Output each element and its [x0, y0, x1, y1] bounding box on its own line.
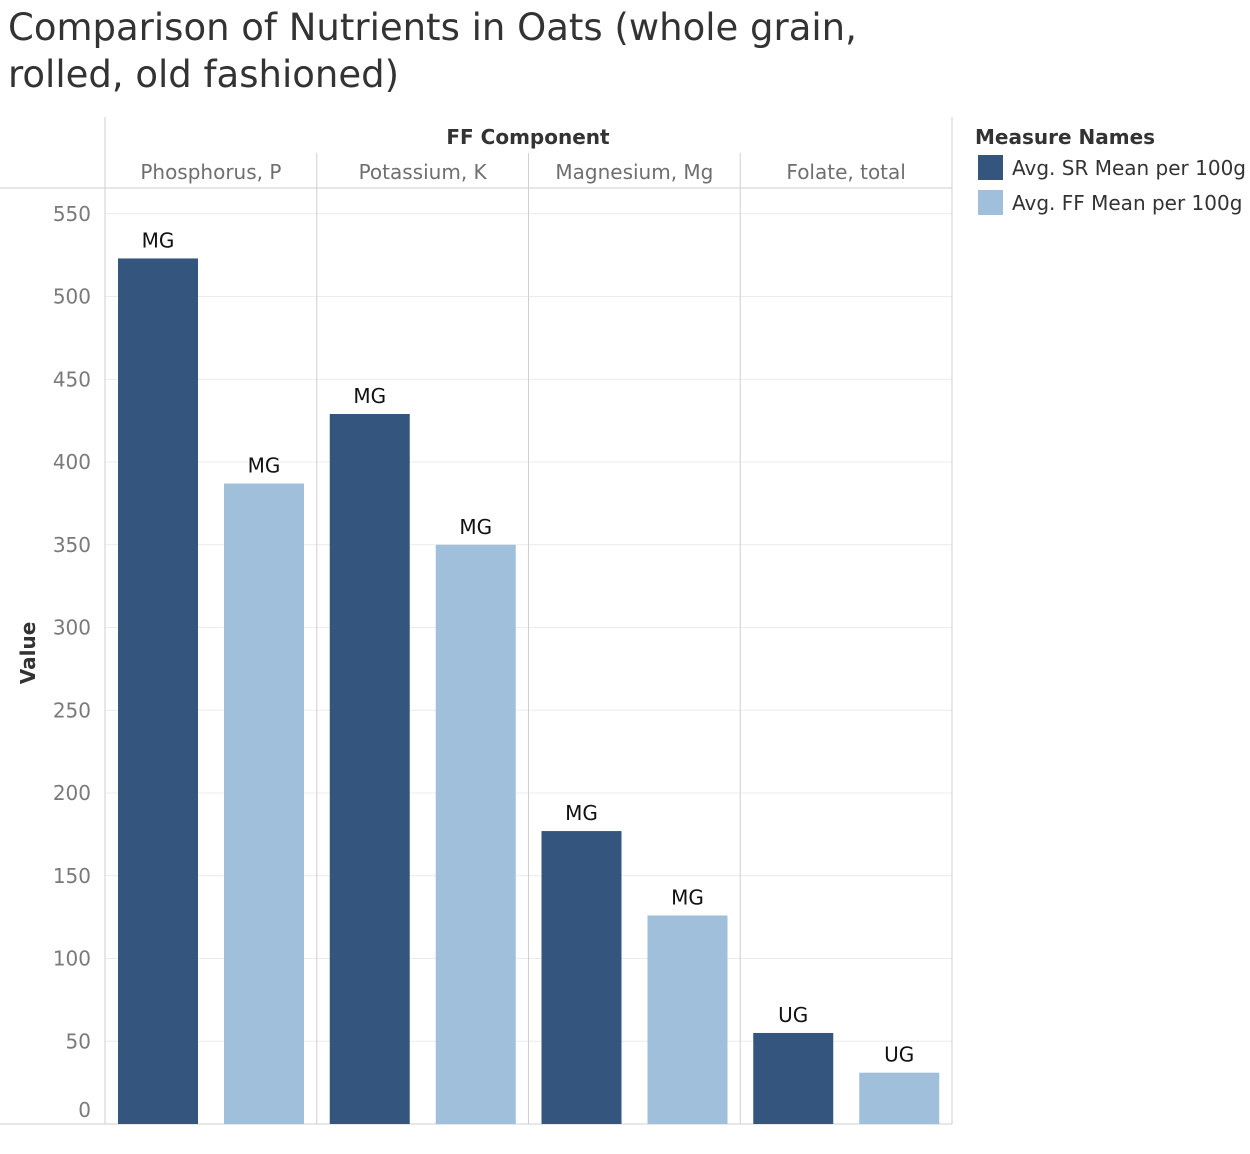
bar-folate-total-series-1 [753, 1032, 834, 1124]
legend-swatch-1 [978, 155, 1003, 180]
y-tick-550: 550 [53, 202, 91, 226]
y-tick-150: 150 [53, 864, 91, 888]
legend: Measure Names Avg. SR Mean per 100gAvg. … [975, 125, 1246, 215]
bar-folate-total-series-2 [859, 1072, 940, 1124]
bar-potassium-k-series-2 [435, 544, 516, 1124]
bar-phosphorus-p-series-2 [224, 483, 304, 1124]
bar-magnesium-mg-series-1 [541, 831, 622, 1124]
legend-label-1: Avg. SR Mean per 100g [1012, 156, 1246, 180]
y-axis-title: Value [16, 622, 40, 685]
category-header-magnesium-mg: Magnesium, Mg [555, 160, 713, 184]
data-label-magnesium-mg-series-1: MG [565, 801, 598, 825]
y-tick-500: 500 [53, 285, 91, 309]
bar-potassium-k-series-1 [329, 414, 410, 1124]
legend-label-2: Avg. FF Mean per 100g [1012, 191, 1242, 215]
data-label-folate-total-series-2: UG [884, 1043, 914, 1067]
data-label-phosphorus-p-series-2: MG [248, 454, 281, 478]
y-tick-0: 0 [78, 1098, 91, 1122]
data-label-potassium-k-series-2: MG [459, 515, 492, 539]
category-headers: Phosphorus, P Potassium, K Magnesium, Mg Fo… [140, 160, 906, 184]
legend-title: Measure Names [975, 125, 1155, 149]
y-tick-200: 200 [53, 781, 91, 805]
y-tick-50: 50 [66, 1029, 91, 1053]
chart-title: Comparison of Nutrients in Oats (whole g… [8, 6, 857, 96]
bar-magnesium-mg-series-2 [647, 915, 728, 1124]
legend-swatch-2 [978, 190, 1003, 215]
data-label-potassium-k-series-1: MG [353, 384, 386, 408]
data-label-folate-total-series-1: UG [778, 1003, 808, 1027]
y-tick-250: 250 [53, 698, 91, 722]
bar-phosphorus-p-series-1 [118, 258, 198, 1124]
y-tick-300: 300 [53, 616, 91, 640]
y-tick-450: 450 [53, 367, 91, 391]
category-header-potassium-k: Potassium, K [359, 160, 488, 184]
data-labels: MG MG MG MG MG MG UG UG [142, 228, 915, 1066]
y-tick-350: 350 [53, 533, 91, 557]
legend-items: Avg. SR Mean per 100g Avg. FF Mean per 10… [978, 155, 1246, 215]
category-header-phosphorus-p: Phosphorus, P [140, 160, 281, 184]
y-axis-ticks: 0 50 100 150 200 250 300 350 400 450 500 550 [53, 202, 91, 1122]
category-header-folate-total: Folate, total [786, 160, 905, 184]
y-tick-400: 400 [53, 450, 91, 474]
data-label-phosphorus-p-series-1: MG [142, 228, 175, 252]
bars [118, 258, 940, 1124]
data-label-magnesium-mg-series-2: MG [671, 885, 704, 909]
y-tick-100: 100 [53, 947, 91, 971]
column-header: FF Component [446, 125, 610, 149]
